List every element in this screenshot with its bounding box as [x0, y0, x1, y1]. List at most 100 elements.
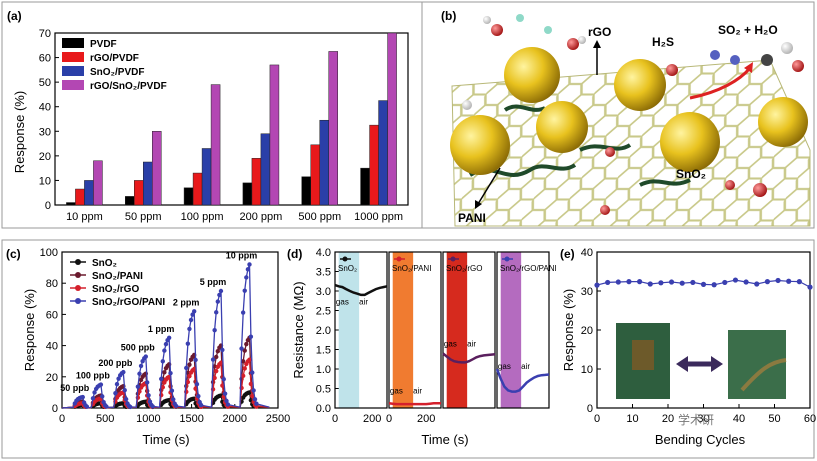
data-point: [166, 335, 172, 340]
data-point: [187, 373, 192, 379]
data-point: [658, 280, 664, 286]
panel-d-y-axis-label: Resistance (MΩ): [291, 281, 306, 378]
concentration-label: 200 ppb: [98, 358, 133, 368]
data-point: [194, 381, 200, 387]
data-point: [193, 386, 198, 391]
data-point: [84, 404, 90, 409]
subpanel-title: SnO₂/rGO/PANI: [500, 264, 557, 273]
sno2-nanosphere: [758, 97, 808, 147]
data-point: [193, 357, 198, 363]
data-point: [594, 282, 600, 288]
inset-photo-bent-sensor: [728, 330, 786, 399]
bar: [210, 84, 221, 206]
x-tick-label: 10 ppm: [66, 211, 103, 223]
gas-annotation: gas: [336, 297, 349, 306]
oxygen-atom: [753, 183, 767, 197]
graphene-sheet: [452, 60, 810, 226]
legend-swatch: [62, 52, 84, 62]
resistance-curve: [442, 352, 496, 364]
y-tick-label: 70: [39, 28, 51, 40]
x-tick-label: 200: [417, 413, 435, 425]
data-point: [114, 381, 120, 387]
label-pani: PANI: [458, 211, 486, 225]
oxygen-atom: [600, 205, 610, 215]
data-point: [722, 279, 728, 286]
oxygen-atom: [605, 147, 615, 157]
y-tick-label: 100: [40, 247, 58, 259]
sno2-nanosphere: [614, 59, 666, 111]
data-point: [146, 393, 151, 398]
data-point: [212, 327, 217, 333]
line-chart-panel-d: (d) Resistance (MΩ) Time (s) 0.0 0.5 1.0 1.…: [287, 247, 557, 447]
y-tick-label: 40: [39, 102, 51, 114]
x-tick-label: 200: [363, 413, 381, 425]
bar: [260, 133, 271, 206]
panel-d-x-axis-label: Time (s): [421, 432, 468, 447]
schematic-diagram-panel-b: (b): [441, 9, 811, 227]
x-tick-label: 0: [386, 413, 392, 425]
bar: [183, 187, 194, 206]
y-tick-label: 0.0: [316, 403, 331, 415]
x-tick-label: 30: [697, 413, 709, 425]
label-h2s: H₂S: [652, 35, 674, 49]
data-point: [637, 279, 643, 285]
subpanel-title: SnO₂/PANI: [392, 264, 431, 273]
pani-chain: [639, 178, 691, 187]
legend-label: SnO₂/PVDF: [90, 67, 144, 78]
data-point: [222, 391, 228, 396]
y-tick-label: 1.0: [316, 364, 331, 376]
nitrogen-atom: [710, 50, 720, 60]
legend-label: SnO₂/PANI: [92, 271, 143, 282]
y-tick-label: 3.0: [316, 286, 331, 298]
bar: [93, 160, 103, 206]
data-point: [173, 403, 179, 409]
bent-sensor-film: [740, 358, 787, 392]
data-point: [239, 346, 244, 351]
pani-arrow-head: [475, 200, 482, 209]
data-point: [143, 354, 149, 359]
data-point: [144, 380, 150, 385]
y-tick-label: 40: [581, 247, 593, 259]
y-tick-label: 20: [46, 372, 58, 384]
reaction-arrow-head: [744, 62, 753, 73]
x-tick-label: 2000: [223, 413, 247, 425]
sensor-film: [632, 340, 654, 370]
legend-marker: [75, 272, 81, 278]
panel-c-label: (c): [6, 247, 21, 261]
y-tick-label: 0: [52, 403, 58, 415]
data-point: [137, 389, 142, 394]
data-point: [128, 404, 133, 410]
data-point: [138, 363, 144, 369]
legend-swatch: [62, 66, 84, 76]
legend-swatch: [62, 80, 84, 90]
resistance-curve: [495, 368, 550, 393]
y-tick-label: 40: [46, 341, 58, 353]
label-sno2: SnO₂: [676, 167, 706, 181]
data-point: [168, 370, 173, 376]
data-point: [807, 284, 813, 290]
data-point: [796, 279, 802, 285]
data-point: [169, 388, 175, 393]
data-point: [92, 390, 97, 395]
bar: [387, 32, 397, 206]
data-point: [113, 390, 118, 396]
data-point: [679, 280, 685, 286]
data-point: [184, 365, 189, 371]
y-tick-label: 50: [39, 77, 51, 89]
data-point: [240, 359, 246, 364]
x-tick-label: 20: [662, 413, 674, 425]
fluorine-atom: [516, 14, 524, 22]
bar: [201, 148, 212, 206]
y-tick-label: 30: [39, 126, 51, 138]
concentration-label: 5 ppm: [200, 277, 227, 287]
air-annotation: air: [521, 362, 530, 371]
legend-marker: [450, 256, 456, 262]
hydrogen-atom: [483, 16, 491, 24]
x-tick-label: 40: [733, 413, 745, 425]
bar: [269, 64, 280, 206]
oxygen-atom: [792, 60, 804, 72]
panel-a-y-axis-label: Response (%): [12, 91, 27, 173]
y-tick-label: 3.5: [316, 267, 331, 279]
